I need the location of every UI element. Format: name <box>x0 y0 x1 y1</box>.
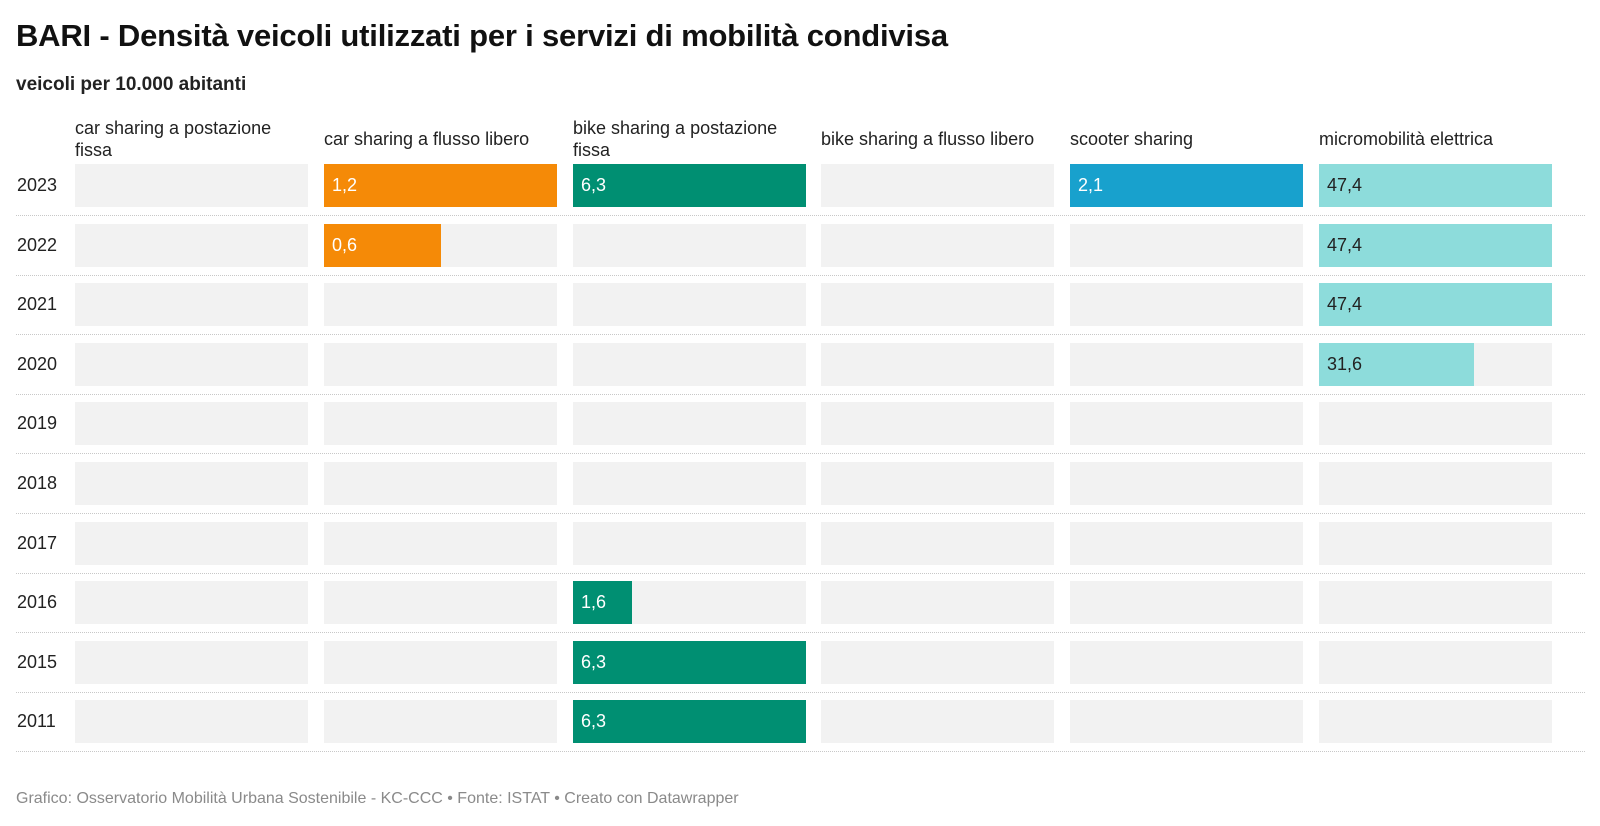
bar-track <box>75 283 308 326</box>
year-label: 2017 <box>17 522 57 565</box>
bar-track <box>1070 581 1303 624</box>
year-label: 2011 <box>17 700 56 743</box>
row-separator <box>16 215 1585 216</box>
data-label: 0,6 <box>332 224 357 267</box>
bar-track <box>1319 462 1552 505</box>
row-separator <box>16 394 1585 395</box>
bar <box>324 164 557 207</box>
year-label: 2023 <box>17 164 57 207</box>
bar-track <box>324 641 557 684</box>
bar-track <box>324 343 557 386</box>
bar-track <box>821 402 1054 445</box>
column-header: scooter sharing <box>1070 116 1303 162</box>
row-separator <box>16 692 1585 693</box>
column-header: bike sharing a flusso libero <box>821 116 1054 162</box>
data-label: 6,3 <box>581 700 606 743</box>
bar-track <box>1070 700 1303 743</box>
bar-track <box>1319 522 1552 565</box>
bar-track <box>821 700 1054 743</box>
bar-track <box>821 283 1054 326</box>
bar-track <box>1070 283 1303 326</box>
bar-track <box>324 522 557 565</box>
data-label: 47,4 <box>1327 283 1362 326</box>
bar-track <box>821 164 1054 207</box>
column-header: car sharing a postazione fissa <box>75 116 308 162</box>
bar-track <box>1319 581 1552 624</box>
bar-track <box>573 224 806 267</box>
year-label: 2015 <box>17 641 57 684</box>
row-separator <box>16 632 1585 633</box>
bar <box>573 164 806 207</box>
column-header: bike sharing a postazione fissa <box>573 116 806 162</box>
column-header: micromobilità elettrica <box>1319 116 1552 162</box>
data-label: 6,3 <box>581 164 606 207</box>
row-separator <box>16 334 1585 335</box>
data-label: 47,4 <box>1327 224 1362 267</box>
bar-track <box>1070 462 1303 505</box>
bar <box>573 700 806 743</box>
data-label: 31,6 <box>1327 343 1362 386</box>
bar-track <box>324 581 557 624</box>
column-header: car sharing a flusso libero <box>324 116 557 162</box>
row-separator <box>16 751 1585 752</box>
bar-track <box>1070 522 1303 565</box>
bar-track <box>573 343 806 386</box>
bar-track <box>1319 700 1552 743</box>
bar-track <box>1070 224 1303 267</box>
bar-track <box>821 224 1054 267</box>
bar-track <box>1319 402 1552 445</box>
data-label: 6,3 <box>581 641 606 684</box>
bar-track <box>1070 343 1303 386</box>
bar-track <box>573 462 806 505</box>
bar-track <box>75 164 308 207</box>
bar-track <box>75 641 308 684</box>
row-separator <box>16 453 1585 454</box>
bar-track <box>1070 641 1303 684</box>
bar-track <box>324 462 557 505</box>
year-label: 2021 <box>17 283 57 326</box>
bar-track <box>1319 641 1552 684</box>
bar-track <box>821 522 1054 565</box>
year-label: 2016 <box>17 581 57 624</box>
bar-track <box>821 462 1054 505</box>
bar <box>1070 164 1303 207</box>
bar-track <box>1070 402 1303 445</box>
data-label: 1,6 <box>581 581 606 624</box>
bar-track <box>75 343 308 386</box>
year-label: 2018 <box>17 462 57 505</box>
chart-area: car sharing a postazione fissa car sharin… <box>0 0 1600 826</box>
data-label: 47,4 <box>1327 164 1362 207</box>
row-separator <box>16 275 1585 276</box>
bar-track <box>75 581 308 624</box>
bar-track <box>324 700 557 743</box>
chart-footer: Grafico: Osservatorio Mobilità Urbana So… <box>16 790 739 808</box>
row-separator <box>16 573 1585 574</box>
bar-track <box>75 462 308 505</box>
data-label: 2,1 <box>1078 164 1103 207</box>
row-separator <box>16 513 1585 514</box>
bar <box>573 641 806 684</box>
bar-track <box>75 224 308 267</box>
year-label: 2020 <box>17 343 57 386</box>
bar-track <box>75 700 308 743</box>
data-label: 1,2 <box>332 164 357 207</box>
bar-track <box>821 343 1054 386</box>
bar-track <box>573 402 806 445</box>
bar-track <box>324 283 557 326</box>
year-label: 2019 <box>17 402 57 445</box>
bar-track <box>821 581 1054 624</box>
bar-track <box>573 283 806 326</box>
bar-track <box>75 522 308 565</box>
year-label: 2022 <box>17 224 57 267</box>
bar-track <box>324 402 557 445</box>
bar-track <box>573 522 806 565</box>
bar-track <box>75 402 308 445</box>
bar-track <box>821 641 1054 684</box>
